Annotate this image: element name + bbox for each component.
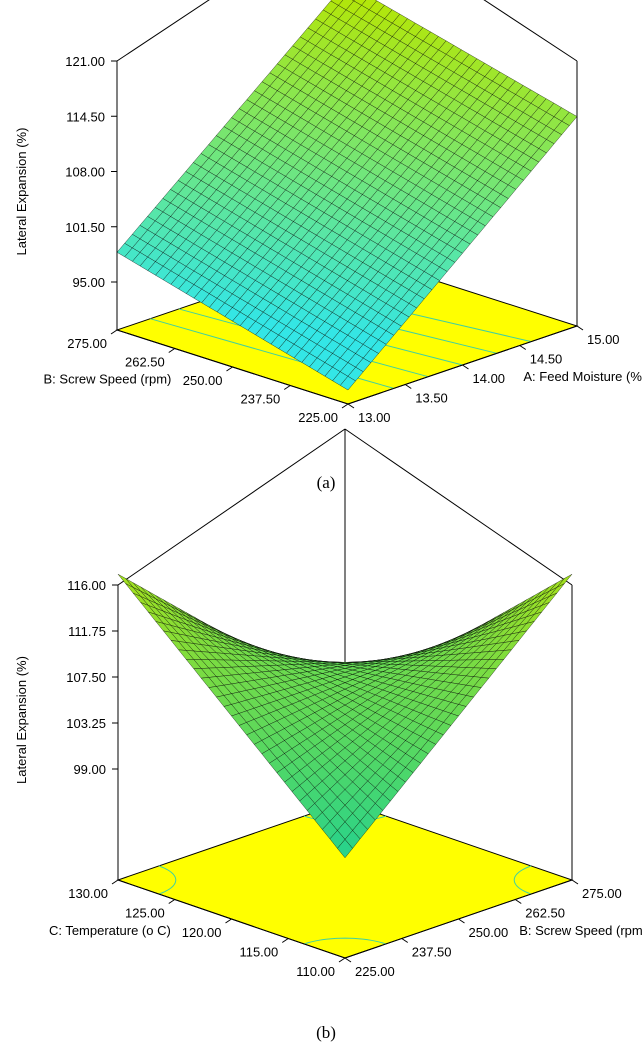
y-tick [226, 366, 233, 372]
x-tick-label: 14.00 [473, 371, 506, 386]
y-axis-label: C: Temperature (o C) [49, 923, 171, 938]
x-tick [519, 345, 527, 350]
x-tick-label: 250.00 [469, 925, 509, 940]
panel-caption: (a) [317, 473, 336, 492]
x-tick [347, 403, 355, 409]
x-tick-label: 262.50 [525, 906, 565, 921]
z-tick-label: 116.00 [67, 578, 106, 593]
x-tick [571, 879, 579, 885]
y-tick [341, 403, 349, 409]
surface-cell [337, 839, 353, 859]
z-tick-label: 114.50 [66, 109, 105, 124]
surface-cell [340, 376, 356, 391]
x-axis-label: A: Feed Moisture (%) [523, 369, 642, 384]
y-tick-label: 237.50 [240, 392, 280, 407]
z-tick-label: 111.75 [68, 624, 106, 639]
box-top-right [344, 428, 573, 586]
x-tick [514, 899, 522, 904]
z-tick-label: 99.00 [73, 762, 106, 777]
y-tick-label: 262.50 [125, 355, 165, 370]
y-tick-label: 225.00 [298, 410, 338, 425]
x-tick [344, 957, 352, 963]
box-top-right [483, 0, 578, 62]
z-axis-label: Lateral Expansion (%) [14, 656, 29, 784]
y-tick [110, 329, 118, 335]
y-tick-label: 275.00 [67, 336, 107, 351]
surface-mesh [117, 574, 573, 859]
z-tick-label: 95.00 [72, 275, 105, 290]
x-tick-label: 13.50 [415, 391, 448, 406]
box-top-left [117, 428, 346, 586]
x-tick [576, 325, 584, 331]
y-tick-label: 250.00 [183, 373, 223, 388]
box-top-left [116, 0, 210, 62]
y-tick-label: 120.00 [182, 925, 222, 940]
z-tick-label: 103.25 [66, 716, 106, 731]
x-tick [458, 918, 465, 924]
y-tick [168, 899, 176, 904]
x-tick-label: 13.00 [358, 410, 391, 425]
z-tick-label: 108.00 [65, 165, 105, 180]
x-tick-label: 237.50 [412, 945, 452, 960]
y-tick [338, 957, 346, 963]
y-tick-label: 125.00 [125, 906, 165, 921]
y-tick [168, 348, 176, 353]
z-axis-label: Lateral Expansion (%) [14, 128, 29, 256]
y-tick [111, 879, 119, 885]
x-tick [401, 938, 409, 943]
panel-caption: (b) [316, 1023, 336, 1042]
surface-mesh [116, 0, 578, 391]
z-tick-label: 121.00 [65, 54, 105, 69]
y-tick [225, 918, 232, 924]
y-tick-label: 130.00 [68, 886, 108, 901]
y-tick [281, 938, 289, 943]
y-tick-label: 115.00 [239, 945, 278, 960]
y-axis-label: B: Screw Speed (rpm) [44, 372, 172, 387]
y-tick-label: 110.00 [296, 964, 335, 979]
x-tick-label: 14.50 [530, 352, 563, 367]
z-tick-label: 101.50 [65, 220, 105, 235]
z-tick-label: 107.50 [66, 670, 106, 685]
x-tick [404, 384, 412, 389]
x-tick-label: 275.00 [582, 886, 622, 901]
chart-panel-b: 99.00 103.25 107.50 111.75 116.00 Lateral Exp… [14, 428, 642, 1042]
x-tick [462, 364, 469, 370]
y-tick [283, 385, 291, 390]
x-tick-label: 225.00 [355, 964, 395, 979]
floor-contour [303, 937, 387, 945]
x-axis-label: B: Screw Speed (rpm) [519, 923, 642, 938]
floor-contour [513, 865, 532, 895]
chart-panel-a: 95.00 101.50 108.00 114.50 121.00 Lateral Exp… [14, 0, 642, 492]
x-tick-label: 15.00 [587, 332, 620, 347]
floor-contour [158, 865, 177, 895]
